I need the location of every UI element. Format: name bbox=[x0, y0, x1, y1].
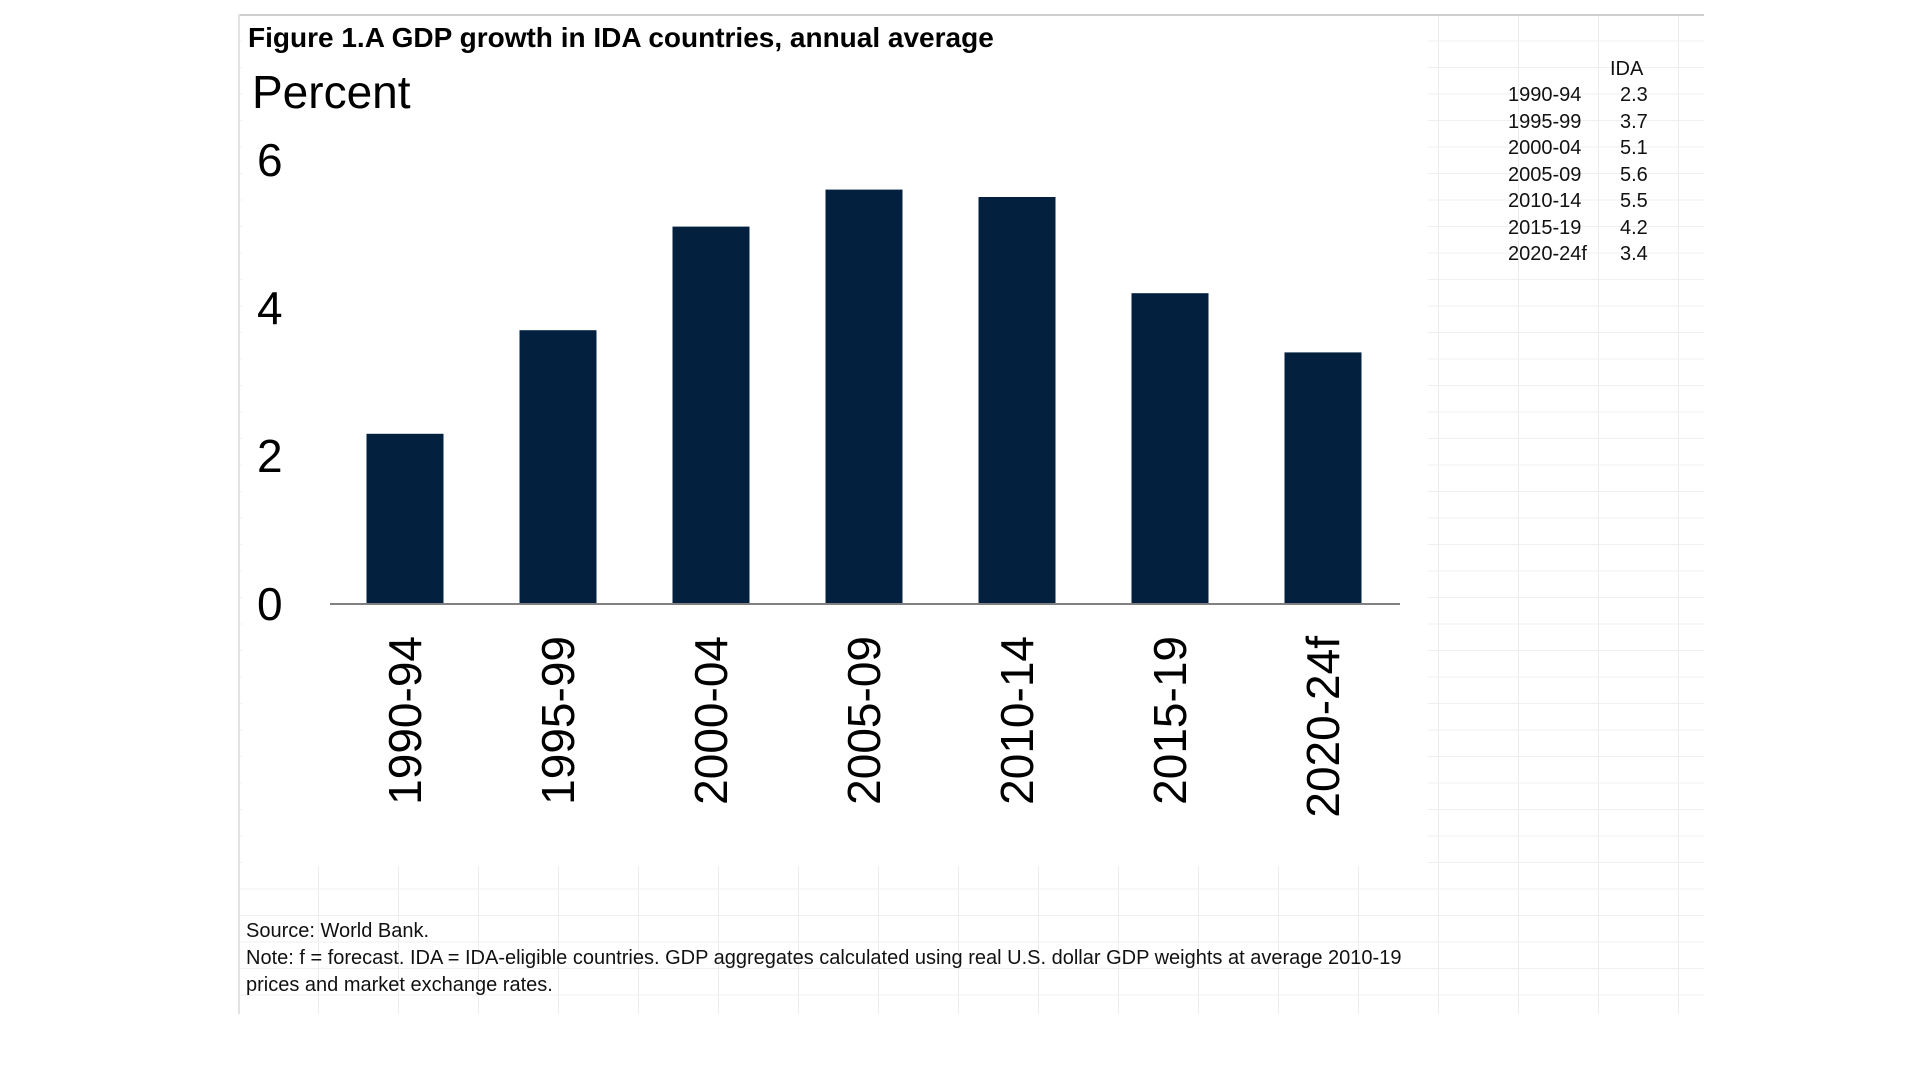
y-tick-label: 0 bbox=[257, 578, 283, 630]
table-row-category: 2000-04 bbox=[1508, 137, 1582, 159]
table-row-category: 2020-24f bbox=[1508, 243, 1587, 265]
note-text: Note: f = forecast. IDA = IDA-eligible c… bbox=[246, 947, 1402, 996]
table-row-category: 1990-94 bbox=[1508, 84, 1582, 106]
y-tick-label: 6 bbox=[257, 134, 283, 186]
table-row-value: 3.4 bbox=[1620, 243, 1648, 265]
table-row: 2010-14 5.5 bbox=[1490, 190, 1650, 216]
table-row-value: 5.1 bbox=[1620, 137, 1648, 159]
table-row-category: 2015-19 bbox=[1508, 216, 1582, 239]
bar-2020-24f bbox=[1284, 352, 1362, 604]
y-axis-label: Percent bbox=[252, 66, 411, 118]
y-tick-label: 2 bbox=[257, 430, 283, 482]
y-axis-ticks: 0 2 4 6 bbox=[257, 134, 283, 630]
sheet-left-border bbox=[238, 14, 240, 1014]
bar-2010-14 bbox=[978, 197, 1056, 604]
bar-1990-94 bbox=[366, 433, 444, 604]
x-tick-label: 2005-09 bbox=[838, 636, 890, 805]
x-tick-label: 2010-14 bbox=[991, 636, 1043, 805]
table-row: 1995-99 3.7 bbox=[1490, 111, 1650, 137]
sheet-top-border bbox=[238, 14, 1704, 16]
x-tick-label: 2000-04 bbox=[685, 636, 737, 805]
x-tick-label: 1995-99 bbox=[532, 636, 584, 805]
table-row: 1990-94 2.3 bbox=[1490, 84, 1650, 110]
x-tick-label: 2015-19 bbox=[1144, 636, 1196, 805]
x-axis-tick-labels: 1990-94 1995-99 2000-04 2005-09 2010-14 2015-… bbox=[379, 636, 1349, 818]
table-row-category: 2005-09 bbox=[1508, 163, 1582, 186]
table-row-value: 3.7 bbox=[1620, 110, 1648, 133]
bar-1995-99 bbox=[519, 330, 597, 604]
table-row-value: 4.2 bbox=[1620, 216, 1648, 239]
y-tick-label: 4 bbox=[257, 282, 283, 334]
source-text: Source: World Bank. bbox=[246, 920, 430, 942]
bar-2015-19 bbox=[1131, 293, 1209, 604]
table-header: IDA bbox=[1610, 58, 1644, 80]
table-row: 2005-09 5.6 bbox=[1490, 164, 1650, 190]
source-note: Source: World Bank. Note: f = forecast. … bbox=[246, 918, 1426, 999]
bar-2005-09 bbox=[825, 189, 903, 604]
chart-title: Figure 1.A GDP growth in IDA countries, … bbox=[248, 22, 994, 53]
table-row: 2015-19 4.2 bbox=[1490, 217, 1650, 243]
table-row: 2000-04 5.1 bbox=[1490, 137, 1650, 163]
table-row-value: 2.3 bbox=[1620, 84, 1648, 106]
table-row-category: 2010-14 bbox=[1508, 190, 1582, 212]
table-row: 2020-24f 3.4 bbox=[1490, 243, 1650, 269]
x-tick-label: 2020-24f bbox=[1297, 636, 1349, 818]
table-row-value: 5.6 bbox=[1620, 163, 1648, 186]
table-row-value: 5.5 bbox=[1620, 190, 1648, 212]
bar-2000-04 bbox=[672, 226, 750, 604]
x-tick-label: 1990-94 bbox=[379, 636, 431, 805]
table-row-category: 1995-99 bbox=[1508, 110, 1582, 133]
bars bbox=[366, 189, 1362, 604]
